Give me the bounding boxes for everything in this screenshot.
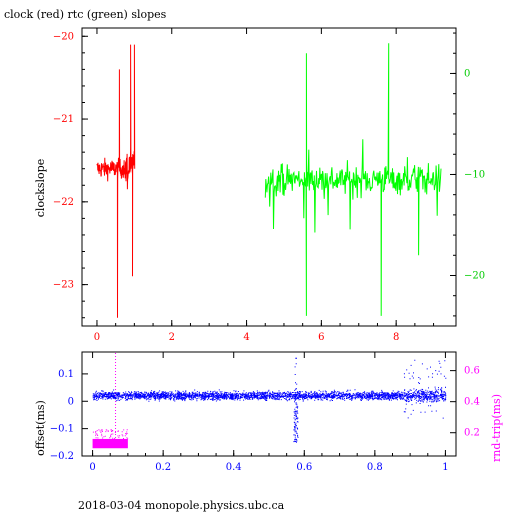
top-y2-tick-label: 0 [464,68,470,79]
top-y-tick-label: −23 [53,280,74,291]
bottom-y-label: offset(ms) [34,400,47,456]
roundtrip-block [92,438,128,449]
bottom-plot-frame [81,351,457,457]
top-x-tick-label: 0 [94,332,100,343]
bottom-y-tick-label: −0.1 [50,424,74,435]
bottom-x-tick-label: 1 [442,462,448,473]
bottom-x-tick-label: 0.2 [155,462,171,473]
chart-title: clock (red) rtc (green) slopes [4,8,167,21]
top-x-tick-label: 8 [393,332,399,343]
rtc-slope-line [264,43,442,316]
bottom-x-tick-label: 0.4 [226,462,242,473]
top-x-tick-label: 2 [169,332,175,343]
bottom-x-tick-label: 0 [89,462,95,473]
top-y2-tick-label: −10 [464,169,485,180]
top-plot-frame [81,27,457,327]
top-y-tick-label: −20 [53,31,74,42]
bottom-x-tick-label: 0.6 [296,462,312,473]
bottom-y-tick-label: 0 [68,396,74,407]
top-x-tick-label: 6 [318,332,324,343]
bottom-y2-tick-label: 0.6 [464,366,480,377]
bottom-axes: 0 0.2 0.4 0.6 0.8 1 0.1 0 −0.1 −0.2 0.6 0.4 0.2 [50,352,480,473]
top-y2-tick-label: −20 [464,270,485,281]
top-axes: 0 2 4 6 8 −20 −21 −22 −23 0 −10 −20 [53,28,485,343]
top-data [96,43,442,318]
top-y-tick-label: −21 [53,114,74,125]
clock-slope-line [96,44,136,318]
top-x-tick-label: 4 [243,332,249,343]
bottom-y2-tick-label: 0.4 [464,397,480,408]
top-y-tick-label: −22 [53,197,74,208]
bottom-y-tick-label: 0.1 [58,369,74,380]
bottom-y2-label: rnd-trip(ms) [490,394,503,462]
footer-host: 2018-03-04 monopole.physics.ubc.ca [78,499,285,512]
top-y-label: clockslope [34,159,47,217]
bottom-x-tick-label: 0.8 [367,462,383,473]
bottom-data [92,353,447,449]
bottom-y-tick-label: −0.2 [50,451,74,462]
bottom-y2-tick-label: 0.2 [464,428,480,439]
offset-scatter [92,357,447,443]
roundtrip-scatter [92,429,129,440]
